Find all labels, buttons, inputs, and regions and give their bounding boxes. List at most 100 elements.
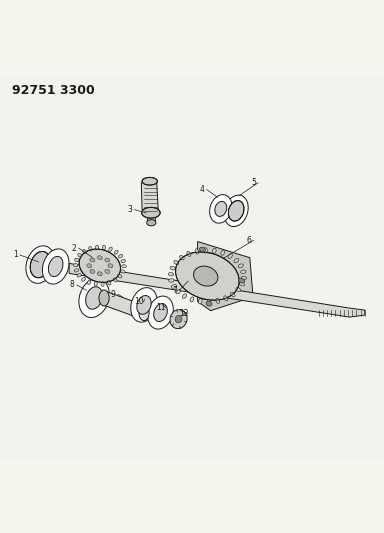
Ellipse shape [168, 272, 174, 276]
Ellipse shape [228, 200, 244, 221]
Ellipse shape [48, 256, 63, 277]
Ellipse shape [169, 279, 174, 282]
Ellipse shape [199, 247, 205, 252]
Ellipse shape [228, 254, 232, 259]
Polygon shape [147, 213, 156, 223]
Ellipse shape [148, 296, 173, 329]
Ellipse shape [121, 260, 126, 263]
Ellipse shape [30, 252, 50, 278]
Ellipse shape [109, 247, 112, 252]
Ellipse shape [108, 280, 111, 285]
Ellipse shape [137, 295, 151, 314]
Ellipse shape [88, 280, 91, 285]
Ellipse shape [74, 269, 79, 272]
Polygon shape [0, 75, 384, 458]
Ellipse shape [238, 264, 243, 268]
Ellipse shape [90, 258, 95, 262]
Ellipse shape [170, 266, 175, 270]
Ellipse shape [204, 248, 207, 253]
Text: 92751 3300: 92751 3300 [12, 84, 94, 97]
Ellipse shape [98, 256, 102, 260]
Ellipse shape [195, 249, 199, 254]
Ellipse shape [147, 220, 156, 226]
Text: 12: 12 [179, 309, 188, 318]
Polygon shape [141, 180, 158, 214]
Ellipse shape [78, 254, 82, 257]
Ellipse shape [182, 294, 187, 298]
Ellipse shape [234, 259, 239, 263]
Ellipse shape [74, 259, 79, 262]
Polygon shape [104, 290, 144, 320]
Ellipse shape [26, 246, 55, 284]
Ellipse shape [94, 281, 97, 286]
Ellipse shape [118, 254, 122, 258]
Ellipse shape [101, 282, 104, 286]
Ellipse shape [216, 298, 220, 303]
Ellipse shape [210, 195, 232, 223]
Text: 3: 3 [127, 205, 132, 214]
Ellipse shape [105, 258, 110, 262]
Ellipse shape [98, 272, 102, 276]
Ellipse shape [176, 289, 181, 294]
Text: 4: 4 [200, 185, 205, 194]
Ellipse shape [139, 304, 149, 321]
Ellipse shape [206, 301, 212, 306]
Text: 5: 5 [251, 178, 256, 187]
Ellipse shape [241, 276, 247, 280]
Ellipse shape [96, 245, 99, 250]
Text: 10: 10 [134, 297, 144, 306]
Ellipse shape [86, 287, 103, 309]
Text: 7: 7 [172, 286, 177, 295]
Ellipse shape [207, 299, 211, 304]
Ellipse shape [174, 261, 179, 264]
Ellipse shape [108, 264, 113, 268]
Ellipse shape [180, 255, 184, 260]
Text: 6: 6 [247, 236, 251, 245]
Ellipse shape [170, 310, 187, 329]
Ellipse shape [99, 290, 109, 306]
Ellipse shape [90, 270, 95, 273]
Ellipse shape [171, 285, 177, 288]
Ellipse shape [118, 274, 122, 278]
Ellipse shape [241, 270, 246, 273]
Ellipse shape [142, 207, 160, 218]
Text: 11: 11 [157, 303, 166, 312]
Ellipse shape [224, 296, 228, 301]
Ellipse shape [121, 270, 125, 273]
Ellipse shape [236, 288, 241, 292]
Ellipse shape [89, 247, 92, 251]
Ellipse shape [87, 264, 92, 268]
Ellipse shape [175, 316, 182, 323]
Ellipse shape [215, 201, 227, 216]
Ellipse shape [79, 278, 109, 318]
Ellipse shape [199, 298, 202, 304]
Ellipse shape [240, 282, 245, 286]
Ellipse shape [224, 195, 248, 227]
Ellipse shape [142, 177, 157, 185]
Polygon shape [69, 263, 365, 317]
Ellipse shape [231, 292, 235, 297]
Ellipse shape [154, 304, 167, 321]
Ellipse shape [175, 252, 239, 300]
Ellipse shape [190, 297, 194, 302]
Ellipse shape [194, 266, 218, 286]
Ellipse shape [42, 249, 69, 284]
Ellipse shape [122, 265, 126, 268]
Polygon shape [198, 241, 253, 311]
Ellipse shape [113, 278, 117, 282]
Ellipse shape [213, 248, 216, 254]
Ellipse shape [81, 277, 85, 281]
Ellipse shape [73, 264, 78, 266]
Ellipse shape [114, 250, 118, 254]
Text: 2: 2 [72, 244, 76, 253]
Ellipse shape [221, 250, 225, 255]
Ellipse shape [187, 252, 191, 256]
Ellipse shape [77, 273, 81, 277]
Text: 9: 9 [111, 289, 116, 298]
Ellipse shape [103, 245, 106, 250]
Ellipse shape [79, 249, 121, 282]
Ellipse shape [131, 288, 157, 322]
Ellipse shape [238, 278, 245, 283]
Text: 8: 8 [70, 280, 74, 289]
Ellipse shape [105, 270, 110, 273]
